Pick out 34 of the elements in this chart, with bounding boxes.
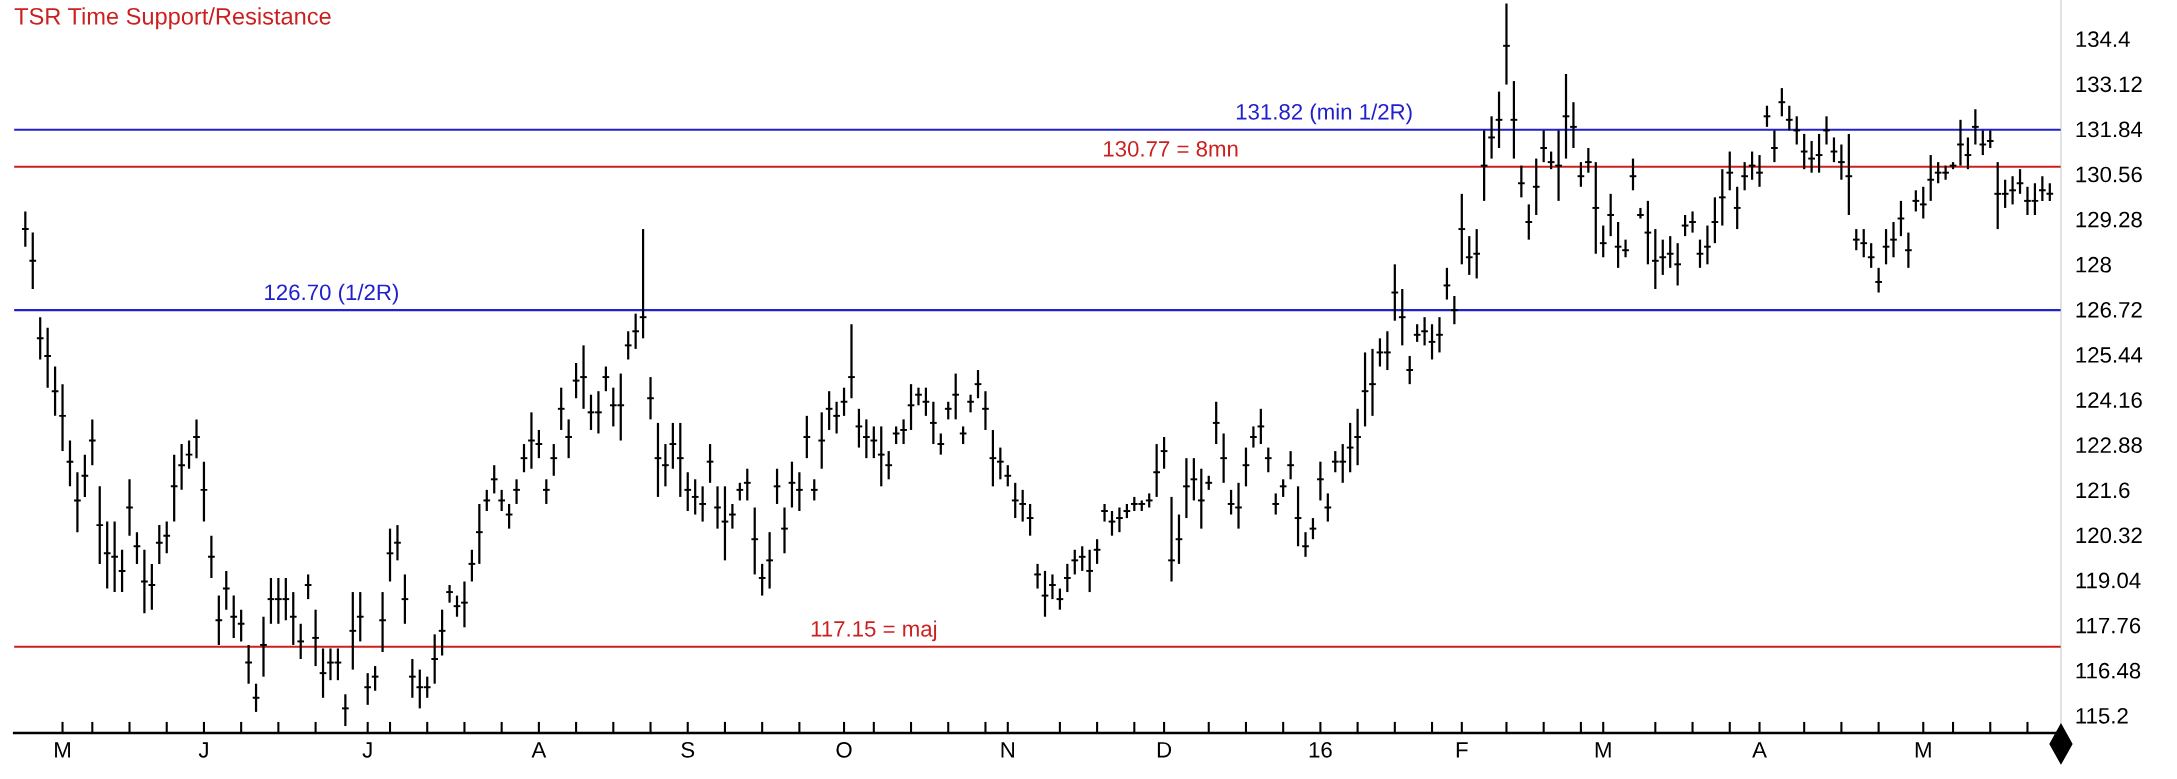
x-tick-label: A xyxy=(531,742,547,758)
y-tick-label: 134.4 xyxy=(2076,31,2130,48)
y-tick-label: 128 xyxy=(2076,256,2111,273)
y-tick-label: 131.84 xyxy=(2076,121,2143,138)
x-tick-label: J xyxy=(362,742,372,758)
x-tick-label: A xyxy=(1752,742,1767,758)
y-tick-label: 124.16 xyxy=(2076,392,2142,408)
y-tick-label: 115.2 xyxy=(2076,707,2128,724)
x-tick-label: O xyxy=(836,741,852,758)
x-tick-label: M xyxy=(55,742,70,758)
ref-line-label: 131.82 (min 1/2R) xyxy=(1236,103,1412,125)
y-tick-label: 122.88 xyxy=(2076,437,2142,454)
y-tick-label: 119.04 xyxy=(2076,572,2141,589)
x-tick-label: 16 xyxy=(1309,741,1332,758)
chart-title: TSR Time Support/Resistance xyxy=(14,7,331,30)
y-tick-label: 125.44 xyxy=(2076,347,2143,363)
x-tick-label: D xyxy=(1157,742,1172,758)
ref-line-label: 117.15 = maj xyxy=(811,620,937,642)
ref-line-label: 126.70 (1/2R) xyxy=(265,283,398,305)
x-tick-label: F xyxy=(1456,742,1468,758)
x-tick-label: N xyxy=(1001,742,1014,758)
x-tick-label: J xyxy=(198,742,208,758)
y-tick-label: 130.56 xyxy=(2076,166,2142,183)
x-tick-label: M xyxy=(1915,742,1931,758)
x-tick-label: M xyxy=(1595,742,1611,758)
y-tick-label: 116.48 xyxy=(2076,662,2141,679)
y-tick-label: 129.28 xyxy=(2076,211,2142,228)
y-tick-label: 120.32 xyxy=(2076,527,2142,544)
y-tick-label: 117.76 xyxy=(2076,617,2141,634)
y-tick-label: 121.6 xyxy=(2076,482,2130,499)
ref-line-label: 130.77 = 8mn xyxy=(1104,141,1238,157)
y-tick-label: 133.12 xyxy=(2076,76,2142,93)
y-tick-label: 126.72 xyxy=(2076,301,2142,318)
x-tick-label: S xyxy=(681,741,695,758)
